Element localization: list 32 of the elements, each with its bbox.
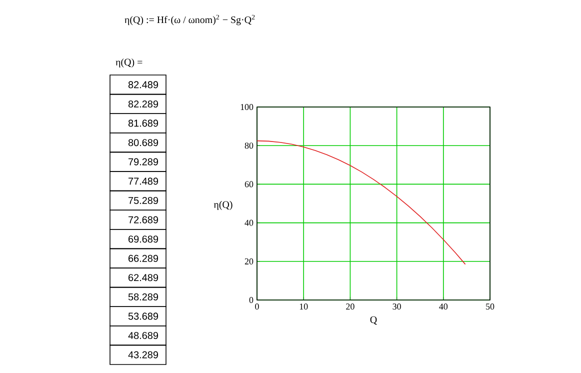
text: 43.289 — [128, 351, 158, 358]
text: 75.289 — [128, 196, 158, 204]
text: 82.289 — [128, 100, 158, 108]
x-tick-label: 0 — [255, 304, 259, 310]
text: η(Q) := Hf·(ω / ωnom)$^{2}$ − Sg·Q$^{2}$ — [124, 14, 255, 26]
text: 77.489 — [128, 178, 158, 185]
y-tick-label: 0 — [249, 296, 254, 304]
y-axis-title: η(Q) — [214, 200, 232, 210]
text: 48.689 — [128, 332, 158, 340]
y-tick-label: 40 — [244, 220, 254, 226]
text: 79.289 — [128, 158, 158, 166]
x-tick-label: 30 — [392, 304, 401, 310]
text: 62.489 — [128, 274, 158, 282]
y-tick-label: 80 — [244, 142, 254, 149]
text: η(Q) = — [116, 58, 142, 68]
x-tick-label: 10 — [300, 304, 308, 310]
text: 58.289 — [128, 293, 158, 300]
text: 81.689 — [128, 120, 158, 127]
y-tick-label: 100 — [240, 104, 254, 110]
text: 72.689 — [128, 216, 158, 224]
x-tick-label: 40 — [439, 304, 448, 310]
text: 66.289 — [128, 254, 158, 262]
line-series — [257, 140, 466, 265]
x-tick-label: 50 — [486, 304, 494, 310]
x-axis-title: Q — [370, 316, 377, 325]
y-tick-label: 20 — [244, 258, 254, 264]
text: 82.489 — [128, 81, 158, 88]
y-tick-label: 60 — [244, 181, 254, 188]
text: 53.689 — [128, 312, 158, 320]
text: 80.689 — [128, 139, 158, 146]
x-tick-label: 20 — [346, 304, 354, 310]
text: 69.689 — [128, 236, 158, 243]
